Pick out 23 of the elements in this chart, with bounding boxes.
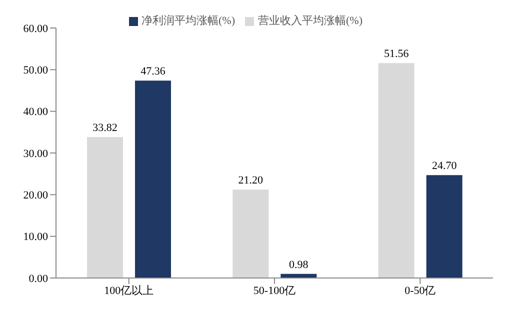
y-tick-label: 40.00 [23, 106, 48, 118]
x-tick-label: 0-50亿 [404, 284, 436, 297]
bar [426, 175, 462, 278]
x-tick-label: 50-100亿 [253, 284, 296, 297]
y-tick-label: 20.00 [23, 190, 48, 202]
data-label: 33.82 [92, 122, 118, 134]
data-label: 24.70 [432, 160, 458, 172]
y-tick-label: 10.00 [23, 231, 48, 244]
y-tick-label: 0.00 [28, 272, 48, 285]
y-tick-label: 30.00 [23, 148, 48, 160]
data-label: 21.20 [238, 174, 264, 187]
bar [232, 190, 269, 278]
bar [87, 137, 123, 278]
legend-label: 营业收入平均涨幅(%) [258, 15, 362, 27]
data-label: 47.36 [140, 66, 166, 78]
bar [378, 63, 414, 278]
y-tick-label: 60.00 [23, 22, 48, 35]
legend-label: 净利润平均涨幅(%) [142, 15, 235, 27]
data-label: 51.56 [384, 48, 410, 60]
x-tick-label: 100亿以上 [104, 284, 154, 297]
y-tick-label: 50.00 [23, 64, 48, 77]
data-label: 0.98 [289, 258, 309, 271]
bar [135, 80, 171, 278]
